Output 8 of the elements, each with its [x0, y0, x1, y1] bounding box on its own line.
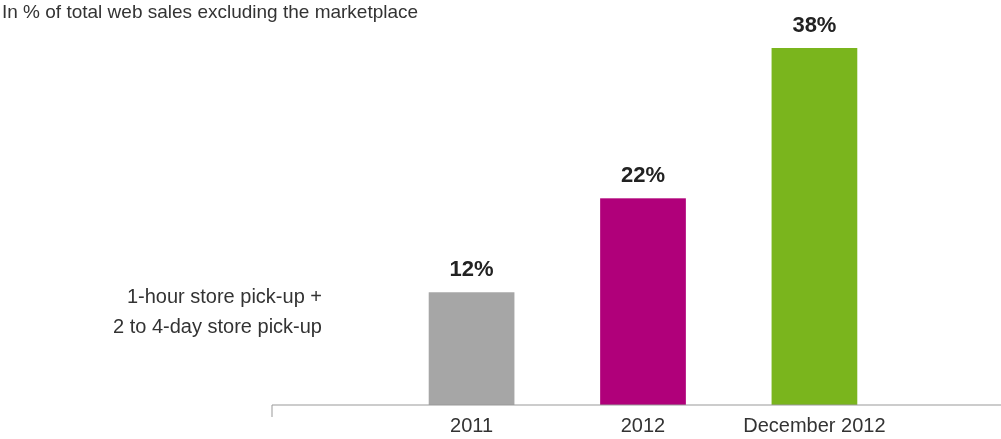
data-label: 12%: [449, 256, 494, 282]
chart-title: In % of total web sales excluding the marketplace: [2, 1, 419, 22]
x-tick-label: 2012: [620, 414, 666, 436]
annotation: 1-hour store pick-up + 2 to 4-day store pick-up: [113, 285, 322, 337]
data-label: 22%: [620, 162, 666, 188]
x-tick-label: December 2012: [743, 414, 886, 436]
data-label: 38%: [792, 12, 837, 37]
x-tick-label: 2011: [450, 414, 494, 436]
